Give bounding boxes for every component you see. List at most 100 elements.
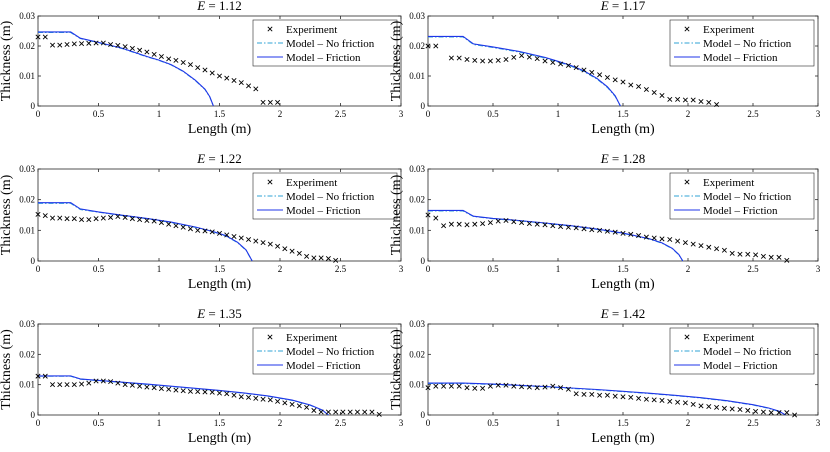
experiment-point: [495, 57, 501, 63]
x-tick-label: 1: [157, 109, 162, 119]
experiment-point: [35, 34, 41, 40]
experiment-point: [238, 80, 244, 86]
x-tick-label: 2: [278, 418, 283, 428]
y-tick-label: 0.02: [409, 195, 425, 205]
x-tick-label: 0: [36, 418, 41, 428]
series-line-no-friction: [428, 210, 684, 262]
x-tick-label: 1.5: [214, 264, 226, 274]
x-tick-label: 0: [426, 109, 431, 119]
experiment-point: [304, 404, 310, 410]
experiment-point: [224, 391, 230, 397]
experiment-point: [231, 233, 237, 239]
experiment-point: [636, 395, 642, 401]
experiment-point: [636, 83, 642, 90]
experiment-point: [519, 384, 525, 390]
x-tick-label: 2.5: [747, 109, 759, 119]
experiment-point: [202, 389, 208, 395]
experiment-point: [503, 56, 509, 63]
experiment-point: [224, 75, 230, 81]
y-axis-label: Thickness (m): [389, 329, 404, 410]
x-axis-label: Length (m): [188, 277, 252, 292]
series-line-friction: [428, 35, 621, 107]
experiment-point: [698, 243, 704, 249]
experiment-point: [158, 53, 164, 60]
experiment-point: [737, 407, 743, 413]
legend-label: Experiment: [286, 24, 337, 36]
experiment-point: [433, 43, 439, 49]
experiment-point: [675, 399, 681, 405]
x-axis-label: Length (m): [188, 122, 252, 137]
x-tick-label: 0.5: [93, 109, 105, 119]
experiment-point: [253, 86, 259, 92]
experiment-point: [573, 391, 579, 397]
experiment-point: [100, 378, 106, 384]
legend-label: Experiment: [286, 332, 337, 344]
experiment-point: [612, 77, 618, 83]
experiment-point: [209, 389, 215, 395]
experiment-point: [589, 227, 595, 233]
experiment-point: [604, 228, 610, 234]
experiment-point: [511, 219, 517, 225]
x-tick-label: 1: [157, 418, 162, 428]
experiment-point: [362, 409, 368, 415]
experiment-point: [122, 382, 128, 388]
experiment-point: [495, 218, 501, 224]
experiment-point: [573, 225, 579, 231]
experiment-point: [166, 56, 172, 62]
y-tick-label: 0: [421, 101, 426, 111]
experiment-point: [519, 220, 525, 226]
experiment-point: [612, 229, 618, 235]
experiment-point: [137, 383, 143, 389]
experiment-point: [289, 401, 295, 407]
experiment-point: [558, 224, 564, 230]
y-tick-label: 0.03: [409, 319, 425, 329]
x-axis-label: Length (m): [188, 431, 252, 446]
legend-label: Model – No friction: [286, 38, 375, 50]
y-axis-label: Thickness (m): [0, 20, 14, 101]
experiment-point: [698, 98, 704, 105]
experiment-point: [425, 43, 431, 49]
x-tick-label: 1: [556, 418, 561, 428]
experiment-point: [628, 394, 634, 400]
legend-label: Experiment: [703, 177, 754, 189]
legend-label: Experiment: [703, 332, 754, 344]
x-tick-label: 3: [816, 109, 821, 119]
y-tick-label: 0.01: [19, 71, 35, 81]
experiment-point: [581, 226, 587, 232]
x-tick-label: 0.5: [487, 109, 499, 119]
experiment-point: [698, 403, 704, 409]
experiment-point: [144, 384, 150, 390]
experiment-point: [238, 394, 244, 400]
experiment-point: [50, 382, 56, 388]
experiment-point: [714, 404, 720, 410]
legend-box: [252, 327, 398, 375]
y-tick-label: 0.03: [19, 164, 35, 174]
experiment-point: [296, 250, 302, 256]
experiment-point: [93, 40, 99, 46]
experiment-point: [231, 77, 237, 84]
experiment-point: [325, 409, 331, 415]
experiment-point: [651, 397, 657, 403]
chart-title: E = 1.17: [600, 0, 646, 13]
x-tick-label: 0: [36, 109, 41, 119]
experiment-point: [565, 224, 571, 230]
legend-box: [252, 19, 398, 67]
experiment-point: [86, 217, 92, 223]
experiment-point: [35, 211, 41, 217]
x-tick-label: 2.5: [747, 418, 759, 428]
y-axis-label: Thickness (m): [0, 329, 14, 410]
experiment-point: [721, 247, 727, 253]
y-tick-label: 0.02: [19, 349, 35, 359]
experiment-point: [675, 238, 681, 244]
experiment-point: [166, 386, 172, 392]
experiment-point: [519, 53, 525, 59]
experiment-point: [456, 383, 462, 389]
experiment-point: [93, 216, 99, 222]
experiment-point: [71, 382, 77, 388]
experiment-point: [246, 83, 252, 89]
x-tick-label: 0: [426, 264, 431, 274]
experiment-point: [151, 385, 157, 391]
experiment-point: [643, 86, 649, 93]
x-tick-label: 2.5: [747, 264, 759, 274]
